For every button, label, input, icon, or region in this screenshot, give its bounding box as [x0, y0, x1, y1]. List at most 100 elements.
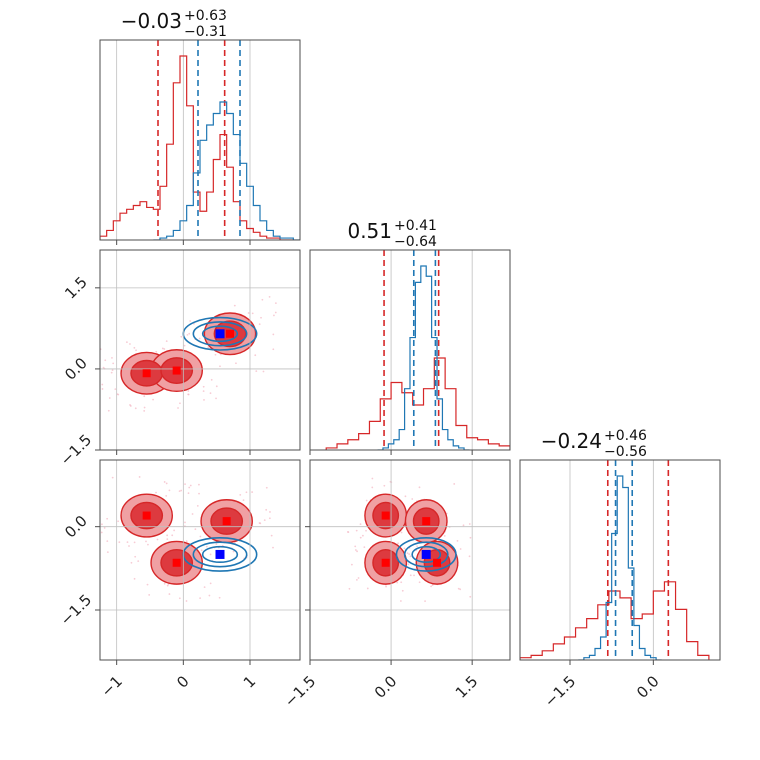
y-tick-label: −1.5	[57, 431, 95, 469]
panel-title-upper: +0.63	[184, 8, 227, 24]
sample-point	[270, 534, 273, 537]
sample-point	[107, 409, 110, 412]
sample-point	[396, 581, 399, 584]
sample-point	[165, 340, 168, 343]
density-contour-blue-2	[201, 545, 239, 564]
sample-point	[171, 534, 174, 537]
red-marker	[381, 558, 390, 567]
x-tick-label: 0.0	[371, 672, 401, 702]
sample-point	[261, 298, 264, 301]
sample-point	[404, 495, 407, 498]
panel-frame	[309, 459, 511, 661]
sample-point	[348, 587, 351, 590]
sample-point	[203, 586, 206, 589]
sample-point	[469, 536, 472, 539]
sample-point	[457, 587, 460, 590]
histogram-blue	[377, 265, 470, 450]
sample-point	[255, 370, 258, 373]
sample-point	[177, 407, 179, 409]
sample-point	[254, 354, 257, 357]
sample-point	[104, 359, 107, 362]
sample-point	[180, 335, 183, 338]
sample-point	[359, 536, 362, 539]
sample-point	[135, 349, 137, 352]
sample-point	[129, 404, 131, 406]
sample-point	[209, 582, 212, 585]
red-marker	[172, 558, 181, 567]
density-fill-layer	[100, 295, 472, 603]
sample-point	[268, 295, 271, 298]
sample-point	[371, 486, 374, 489]
y-tick-label: 0.0	[61, 354, 91, 384]
sample-point	[215, 397, 217, 400]
sample-point	[111, 357, 113, 359]
sample-point	[185, 540, 188, 543]
sample-point	[187, 393, 190, 396]
sample-point	[166, 534, 169, 537]
sample-point	[134, 555, 137, 558]
x-tick-label: −1.5	[281, 672, 319, 710]
sample-point	[365, 499, 368, 502]
sample-point	[147, 543, 149, 546]
sample-point	[186, 333, 189, 336]
sample-point	[361, 534, 364, 537]
x-tick-label: 0.0	[633, 672, 663, 702]
histogram-blue	[578, 475, 662, 660]
sample-point	[356, 550, 358, 553]
sample-point	[274, 311, 277, 314]
sample-point	[215, 543, 218, 546]
sample-point	[118, 541, 121, 544]
x-tick-label: 1.5	[452, 672, 482, 702]
sample-point	[468, 523, 471, 525]
sample-point	[397, 542, 399, 545]
sample-point	[418, 486, 421, 489]
sample-point	[409, 555, 412, 558]
sample-point	[199, 535, 202, 538]
sample-point	[155, 350, 158, 353]
sample-point	[143, 410, 146, 412]
sample-point	[185, 600, 188, 602]
sample-point	[194, 528, 197, 531]
sample-point	[207, 346, 210, 349]
sample-point	[359, 523, 362, 526]
sample-point	[262, 370, 265, 373]
x-tick-label: −1.5	[541, 672, 579, 710]
sample-point	[199, 597, 202, 600]
sample-point	[274, 302, 277, 304]
sample-point	[459, 548, 462, 550]
sample-point	[165, 495, 168, 497]
sample-point	[265, 486, 268, 489]
sample-point	[100, 531, 103, 534]
sample-point	[184, 483, 186, 486]
sample-point	[146, 583, 149, 586]
histogram-red	[325, 357, 510, 450]
sample-point	[137, 560, 140, 563]
sample-point	[133, 346, 136, 349]
density-contour-blue-2	[411, 545, 442, 564]
frame-layer	[95, 39, 721, 665]
sample-point	[103, 527, 106, 529]
sample-point	[168, 593, 171, 595]
sample-point	[209, 392, 212, 395]
sample-point	[239, 493, 242, 496]
red-marker	[226, 329, 234, 338]
sample-point	[156, 538, 159, 541]
panel-frame	[99, 39, 301, 241]
red-marker	[172, 366, 181, 375]
sample-point	[251, 491, 254, 493]
sample-point	[130, 561, 133, 564]
sample-point	[366, 587, 369, 590]
red-marker	[422, 517, 431, 526]
panel-title-upper: +0.46	[604, 428, 647, 444]
sample-point	[383, 484, 386, 487]
sample-point	[189, 320, 192, 322]
panel-title-lower: −0.31	[184, 24, 227, 40]
sample-point	[258, 323, 261, 326]
sample-point	[101, 388, 104, 390]
density-contour-blue-2	[201, 325, 239, 343]
sample-point	[198, 337, 201, 340]
y-tick-label: 0.0	[61, 512, 91, 542]
sample-point	[183, 344, 186, 347]
sample-point	[101, 383, 104, 386]
sample-point	[166, 538, 169, 541]
